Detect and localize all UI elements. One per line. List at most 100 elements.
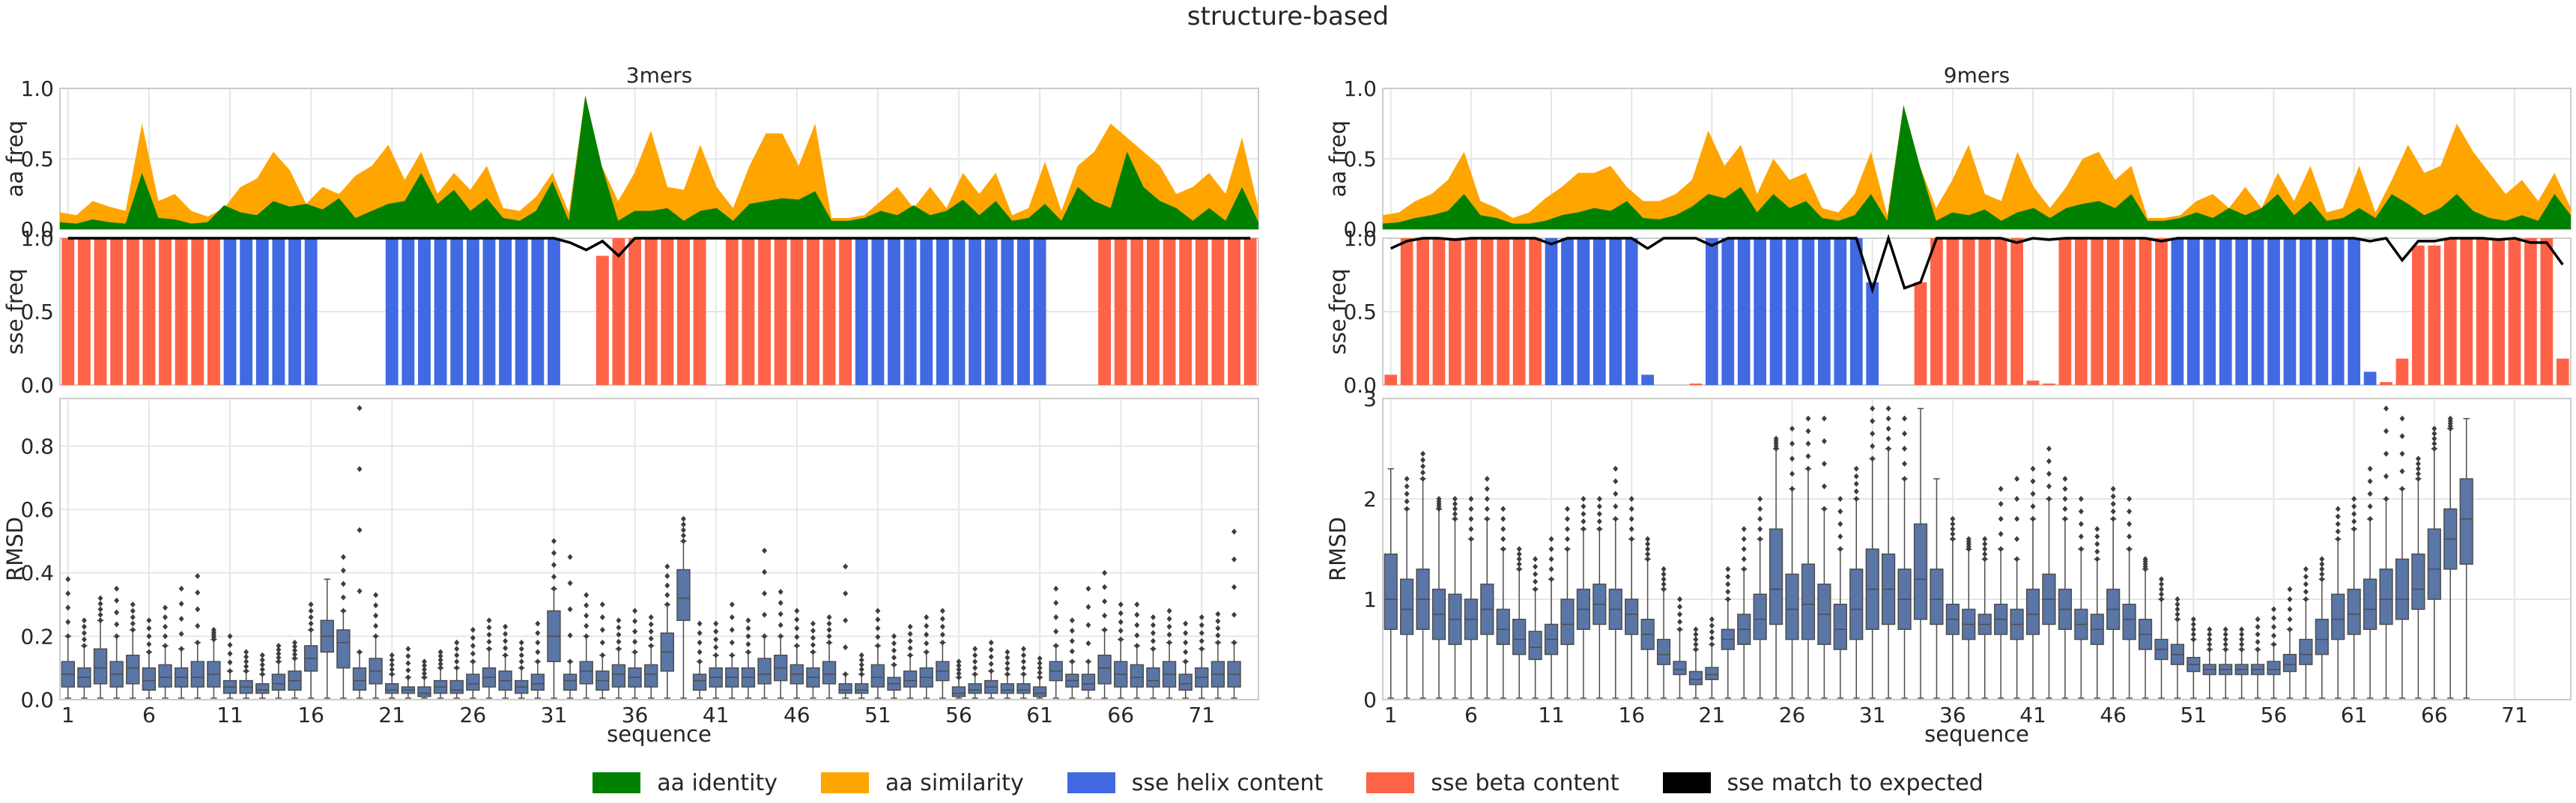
flier-point xyxy=(2367,478,2373,485)
flier-point xyxy=(1118,627,1124,634)
flier-point xyxy=(1998,530,2004,537)
flier-point xyxy=(1837,508,1843,515)
flier-point xyxy=(567,658,573,665)
flier-point xyxy=(826,639,832,646)
flier-point xyxy=(988,646,994,653)
flier-point xyxy=(65,604,71,611)
flier-point xyxy=(680,533,686,539)
flier-point xyxy=(227,667,233,674)
flier-point xyxy=(1118,602,1124,608)
flier-point xyxy=(421,666,427,673)
flier-point xyxy=(2110,515,2116,522)
flier-point xyxy=(2046,470,2052,477)
flier-point xyxy=(1902,446,1908,452)
beta-bar xyxy=(2139,238,2152,385)
flier-point xyxy=(1198,630,1204,637)
flier-point xyxy=(146,640,152,647)
box xyxy=(2363,578,2378,630)
flier-point xyxy=(1950,536,1956,542)
flier-point xyxy=(2190,621,2196,628)
flier-point xyxy=(858,657,864,664)
flier-point xyxy=(389,652,395,658)
box xyxy=(2299,638,2313,665)
flier-point xyxy=(778,589,784,596)
flier-point xyxy=(826,626,832,633)
flier-point xyxy=(697,639,703,646)
flier-point xyxy=(405,674,411,681)
flier-point xyxy=(2207,646,2213,652)
flier-point xyxy=(1231,528,1237,535)
box xyxy=(1801,563,1816,640)
flier-point xyxy=(2207,631,2213,637)
legend-label: aa similarity xyxy=(885,769,1024,796)
flier-point xyxy=(2271,615,2276,622)
flier-point xyxy=(1613,491,1619,497)
box xyxy=(530,673,545,691)
flier-point xyxy=(875,634,881,640)
helix-bar xyxy=(888,238,900,385)
flier-point xyxy=(2110,500,2116,507)
flier-point xyxy=(972,646,978,652)
y-tick-label: 1.0 xyxy=(1343,76,1377,101)
flier-point xyxy=(1516,556,1522,563)
flier-point xyxy=(1484,515,1490,522)
flier-point xyxy=(1821,415,1827,422)
sse-match-line xyxy=(67,237,1251,258)
flier-point xyxy=(1982,546,1988,552)
box xyxy=(968,683,982,694)
flier-point xyxy=(584,592,590,599)
flier-point xyxy=(2239,641,2245,648)
flier-point xyxy=(292,647,298,654)
box xyxy=(1785,573,1799,640)
helix-bar xyxy=(855,238,868,385)
flier-point xyxy=(243,649,249,655)
flier-point xyxy=(1677,596,1682,602)
helix-bar xyxy=(2251,238,2264,385)
flier-point xyxy=(1725,596,1731,602)
y-tick-label: 0.0 xyxy=(20,688,54,712)
flier-point xyxy=(616,624,622,631)
flier-point xyxy=(584,612,590,619)
flier-point xyxy=(2415,461,2421,467)
flier-point xyxy=(924,640,930,646)
rmsd-panel-ylabel: RMSD xyxy=(1325,517,1351,581)
box xyxy=(1130,664,1145,688)
box xyxy=(870,664,885,688)
flier-point xyxy=(1150,637,1156,644)
beta-bar xyxy=(612,238,625,385)
x-tick-label: 66 xyxy=(1107,703,1134,727)
flier-point xyxy=(664,592,670,599)
flier-point xyxy=(2303,581,2309,587)
sse-match-line xyxy=(1389,234,2564,294)
flier-point xyxy=(875,625,881,631)
flier-point xyxy=(2046,446,2052,452)
flier-point xyxy=(1789,425,1795,432)
flier-point xyxy=(664,582,670,589)
flier-point xyxy=(1645,541,1651,548)
helix-bar xyxy=(1033,238,1046,385)
flier-point xyxy=(1484,476,1490,482)
flier-point xyxy=(1564,506,1570,512)
flier-point xyxy=(421,670,427,677)
beta-bar xyxy=(725,238,739,385)
flier-point xyxy=(1693,626,1699,633)
flier-point xyxy=(2415,465,2421,472)
legend: aa identity aa similarity sse helix conten… xyxy=(0,767,2576,799)
x-tick-label: 31 xyxy=(1859,703,1886,727)
flier-point xyxy=(1020,664,1026,671)
flier-point xyxy=(778,622,784,628)
beta-bar xyxy=(142,238,156,385)
beta-bar xyxy=(677,238,690,385)
flier-point xyxy=(632,649,638,655)
beta-bar xyxy=(1497,238,1510,385)
flier-point xyxy=(2271,641,2276,648)
flier-point xyxy=(1628,496,1634,502)
beta-bar xyxy=(1689,384,1703,385)
flier-point xyxy=(308,613,314,620)
beta-bar xyxy=(595,255,609,385)
flier-point xyxy=(2239,646,2245,652)
legend-swatch xyxy=(1662,772,1711,793)
helix-bar xyxy=(2203,238,2216,385)
flier-point xyxy=(1118,636,1124,643)
flier-point xyxy=(2351,518,2357,525)
